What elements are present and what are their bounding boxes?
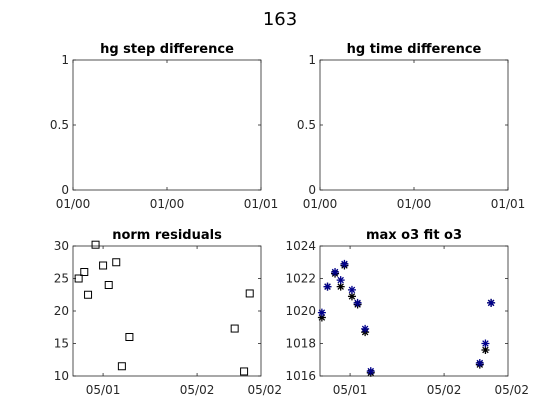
data-point <box>104 281 113 289</box>
y-tick-label: 25 <box>54 272 69 286</box>
y-tick-label: 1016 <box>285 369 316 383</box>
x-tick-label: 05/02 <box>427 383 462 397</box>
x-tick-label: 05/01 <box>333 383 368 397</box>
data-point <box>112 258 121 267</box>
x-tick-label: 01/01 <box>491 197 526 211</box>
axes-box <box>319 59 509 191</box>
data-point <box>487 298 496 307</box>
y-tick-label: 1020 <box>285 304 316 318</box>
data-point <box>331 268 340 276</box>
y-tick-label: 0 <box>308 183 316 197</box>
x-tick-label: 05/01 <box>86 383 121 397</box>
data-point <box>230 324 239 333</box>
figure-title: 163 <box>262 9 298 30</box>
y-tick-label: 1022 <box>285 272 316 286</box>
data-point <box>317 308 326 317</box>
subplot-title: hg step difference <box>100 42 234 57</box>
x-tick-label: 05/02 <box>494 383 529 397</box>
y-tick-label: 1 <box>308 53 316 67</box>
data-point <box>74 274 83 283</box>
y-tick-label: 0.5 <box>50 118 69 132</box>
y-tick-label: 1 <box>61 53 69 67</box>
y-tick-label: 0.5 <box>297 118 316 132</box>
data-point <box>125 333 134 341</box>
y-tick-label: 30 <box>54 239 69 253</box>
data-point <box>481 339 490 348</box>
x-tick-label: 01/00 <box>303 197 338 211</box>
x-tick-label: 05/02 <box>180 383 215 397</box>
x-tick-label: 01/00 <box>56 197 91 211</box>
axes-box <box>319 245 509 377</box>
y-tick-label: 0 <box>61 183 69 197</box>
subplot-1: hg step difference 0 0.5 1 01/00 01/00 01/01 <box>50 42 278 211</box>
x-tick-label: 01/00 <box>150 197 185 211</box>
data-point <box>475 359 484 367</box>
data-point <box>347 285 356 294</box>
data-point <box>245 289 254 298</box>
data-point <box>340 259 349 268</box>
x-tick-label: 01/01 <box>244 197 279 211</box>
y-tick-label: 20 <box>54 304 69 318</box>
data-point <box>366 367 375 376</box>
data-point <box>240 367 249 376</box>
x-tick-label: 05/02 <box>247 383 282 397</box>
data-point <box>117 362 126 371</box>
subplot-3: norm residuals 10 15 20 25 30 05/01 05/02 05/02 <box>54 228 282 397</box>
data-point <box>361 324 370 333</box>
data-point <box>80 268 89 276</box>
data-point <box>99 261 108 270</box>
y-tick-label: 15 <box>54 337 69 351</box>
y-tick-label: 1018 <box>285 337 316 351</box>
data-point <box>336 276 345 285</box>
data-point <box>91 240 100 249</box>
subplot-title: norm residuals <box>112 228 222 243</box>
axes-box <box>72 59 262 191</box>
axes-box <box>72 245 262 377</box>
y-tick-label: 1024 <box>285 239 316 253</box>
data-point <box>323 282 332 291</box>
subplot-4: max o3 fit o3 1016 1018 1020 1022 1024 05/01 05… <box>285 228 529 397</box>
x-tick-label: 01/00 <box>397 197 432 211</box>
subplot-title: hg time difference <box>347 42 482 57</box>
subplot-title: max o3 fit o3 <box>366 228 462 243</box>
data-point <box>84 290 93 299</box>
data-point <box>353 298 362 307</box>
y-tick-label: 10 <box>54 369 69 383</box>
subplot-2: hg time difference 0 0.5 1 01/00 01/00 01/01 <box>297 42 525 211</box>
